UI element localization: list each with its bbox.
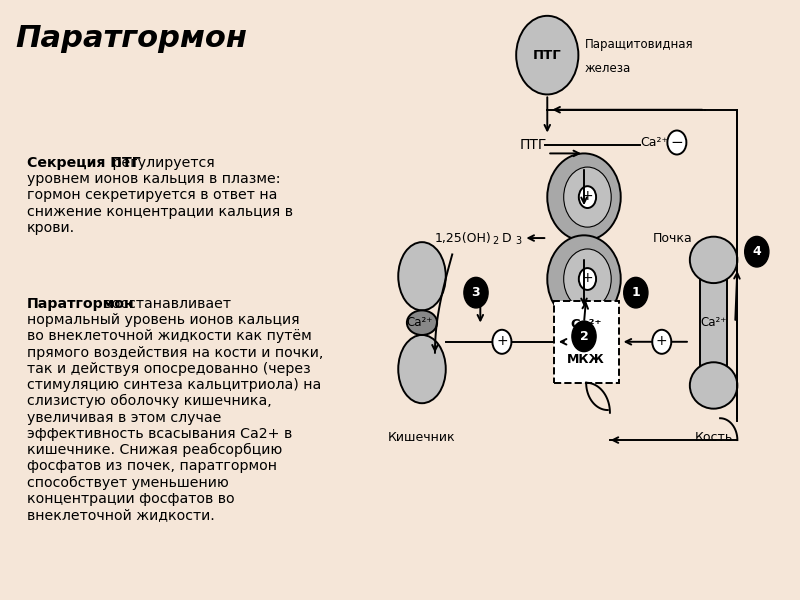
FancyBboxPatch shape	[700, 271, 727, 374]
Text: 3: 3	[472, 286, 480, 299]
Text: Кишечник: Кишечник	[388, 431, 456, 444]
Ellipse shape	[564, 167, 611, 227]
Text: +: +	[496, 334, 508, 347]
Text: +: +	[582, 271, 594, 285]
Text: Секреция ПТГ: Секреция ПТГ	[26, 156, 140, 170]
Text: −: −	[670, 135, 683, 150]
Circle shape	[745, 236, 769, 267]
Text: Ca²⁺: Ca²⁺	[701, 316, 726, 329]
FancyBboxPatch shape	[554, 301, 618, 383]
Circle shape	[572, 321, 596, 352]
Text: 2: 2	[492, 236, 498, 246]
Circle shape	[624, 277, 648, 308]
Circle shape	[652, 330, 671, 354]
Text: 2: 2	[580, 330, 588, 343]
Text: Паращитовидная: Паращитовидная	[585, 38, 694, 51]
Circle shape	[493, 330, 511, 354]
Text: Паратгормон: Паратгормон	[15, 24, 247, 53]
Text: 4: 4	[753, 245, 761, 258]
Text: 3: 3	[516, 236, 522, 246]
Circle shape	[464, 277, 488, 308]
Ellipse shape	[547, 154, 621, 241]
Text: +: +	[656, 334, 667, 347]
Text: ПТГ: ПТГ	[533, 49, 562, 62]
Text: Кость: Кость	[694, 431, 733, 444]
Ellipse shape	[690, 236, 738, 283]
Text: восстанавливает
нормальный уровень ионов кальция
во внеклеточной жидкости как пу: восстанавливает нормальный уровень ионов…	[26, 297, 323, 522]
Ellipse shape	[690, 362, 738, 409]
Circle shape	[579, 268, 596, 290]
Text: Ca²⁺: Ca²⁺	[406, 316, 433, 329]
Text: +: +	[582, 189, 594, 203]
Text: Почка: Почка	[653, 232, 693, 245]
Text: ПТГ: ПТГ	[519, 138, 546, 152]
Ellipse shape	[407, 310, 437, 335]
Text: МКЖ: МКЖ	[567, 353, 605, 366]
Text: Ca²⁺: Ca²⁺	[570, 318, 602, 331]
Text: Ca²⁺: Ca²⁺	[640, 136, 668, 149]
Ellipse shape	[398, 242, 446, 310]
Ellipse shape	[547, 235, 621, 323]
Text: Паратгормон: Паратгормон	[26, 297, 134, 311]
Text: в: в	[582, 335, 590, 348]
Ellipse shape	[564, 249, 611, 309]
Circle shape	[579, 186, 596, 208]
Text: D: D	[502, 232, 511, 245]
Text: 1,25(OH): 1,25(OH)	[435, 232, 492, 245]
Text: железа: железа	[585, 62, 631, 75]
Text: регулируется
уровнем ионов кальция в плазме:
гормон секретируется в ответ на
сни: регулируется уровнем ионов кальция в пла…	[26, 156, 293, 235]
Text: 1: 1	[631, 286, 640, 299]
Circle shape	[667, 130, 686, 155]
Ellipse shape	[398, 335, 446, 403]
Circle shape	[516, 16, 578, 94]
